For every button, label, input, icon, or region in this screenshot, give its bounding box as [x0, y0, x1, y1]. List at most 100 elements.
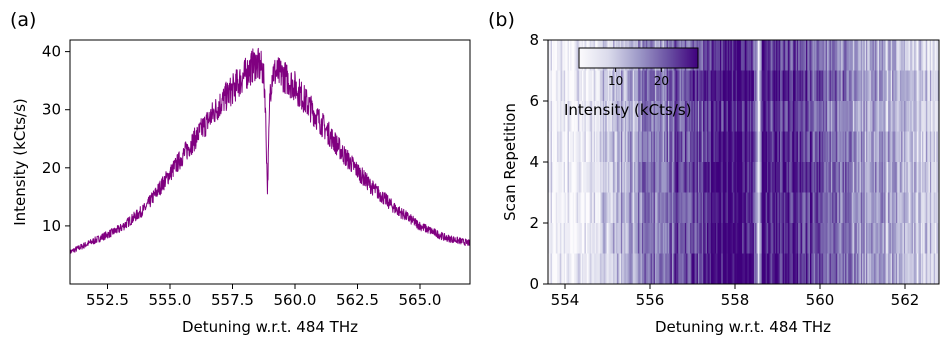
heatmap-cell — [553, 192, 556, 224]
heatmap-cell — [777, 101, 780, 133]
heatmap-cell — [591, 223, 593, 255]
heatmap-cell — [620, 192, 623, 224]
heatmap-cell — [687, 223, 690, 255]
heatmap-cell — [918, 101, 921, 133]
heatmap-cell — [602, 70, 605, 102]
heatmap-cell — [925, 131, 928, 163]
heatmap-cell — [790, 253, 793, 284]
heatmap-cell — [700, 70, 703, 102]
heatmap-cell — [721, 223, 724, 255]
heatmap-cell — [555, 162, 558, 194]
heatmap-cell — [778, 101, 781, 133]
heatmap-cell — [834, 253, 837, 284]
heatmap-cell — [688, 253, 691, 284]
heatmap-cell — [786, 223, 789, 255]
heatmap-cell — [717, 223, 720, 255]
heatmap-cell — [580, 101, 583, 133]
heatmap-cell — [581, 192, 584, 224]
heatmap-cell — [615, 253, 618, 284]
heatmap-cell — [764, 131, 767, 163]
heatmap-cell — [779, 40, 782, 72]
heatmap-cell — [583, 101, 586, 133]
heatmap-cell — [935, 192, 937, 224]
heatmap-cell — [829, 101, 832, 133]
heatmap-cell — [750, 192, 752, 224]
heatmap-cell — [609, 101, 612, 133]
heatmap-cell — [683, 70, 686, 102]
heatmap-cell — [658, 192, 661, 224]
heatmap-cell — [571, 162, 574, 194]
heatmap-cell — [761, 40, 764, 72]
heatmap-cell — [572, 40, 575, 72]
heatmap-cell — [696, 70, 699, 102]
heatmap-cell — [626, 223, 629, 255]
heatmap-cell — [760, 131, 763, 163]
heatmap-cell — [623, 253, 626, 284]
heatmap-cell — [871, 192, 874, 224]
heatmap-cell — [832, 253, 835, 284]
heatmap-cell — [931, 223, 934, 255]
heatmap-cell — [782, 162, 785, 194]
heatmap-cell — [553, 131, 556, 163]
heatmap-cell — [562, 192, 565, 224]
heatmap-cell — [553, 253, 556, 284]
heatmap-cell — [879, 223, 881, 255]
heatmap-cell — [867, 253, 870, 284]
heatmap-cell — [610, 101, 613, 133]
heatmap-cell — [567, 131, 570, 163]
heatmap-cell — [549, 192, 552, 224]
heatmap-cell — [670, 162, 673, 194]
heatmap-cell — [704, 40, 707, 72]
heatmap-cell — [682, 70, 685, 102]
heatmap-cell — [813, 101, 816, 133]
heatmap-cell — [924, 101, 927, 133]
heatmap-cell — [690, 223, 692, 255]
heatmap-cell — [765, 162, 768, 194]
heatmap-cell — [606, 192, 609, 224]
heatmap-cell — [885, 253, 888, 284]
heatmap-cell — [733, 162, 735, 194]
heatmap-cell — [568, 192, 571, 224]
heatmap-cell — [664, 101, 666, 133]
heatmap-cell — [695, 101, 698, 133]
heatmap-cell — [660, 192, 662, 224]
heatmap-cell — [677, 131, 679, 163]
heatmap-cell — [716, 253, 719, 284]
heatmap-cell — [746, 253, 749, 284]
heatmap-cell — [574, 223, 576, 255]
heatmap-cell — [856, 192, 859, 224]
heatmap-cell — [817, 223, 820, 255]
plot-frame-a — [69, 39, 471, 285]
heatmap-cell — [825, 162, 828, 194]
heatmap-cell — [816, 253, 819, 284]
heatmap-cell — [868, 40, 871, 72]
heatmap-cell — [671, 70, 674, 102]
heatmap-cell — [937, 70, 939, 102]
heatmap-cell — [789, 70, 792, 102]
heatmap-cell — [779, 162, 782, 194]
heatmap-cell — [705, 131, 708, 163]
heatmap-cell — [678, 70, 681, 102]
heatmap-cell — [924, 131, 927, 163]
heatmap-cell — [697, 70, 700, 102]
heatmap-cell — [924, 253, 927, 284]
heatmap-cell — [852, 101, 855, 133]
heatmap-cell — [585, 131, 588, 163]
heatmap-cell — [783, 223, 786, 255]
heatmap-cell — [850, 101, 853, 133]
heatmap-cell — [879, 70, 881, 102]
x-axis-label-a: Detuning w.r.t. 484 THz — [182, 318, 358, 336]
heatmap-cell — [910, 101, 913, 133]
heatmap-cell — [884, 253, 887, 284]
heatmap-cell — [674, 253, 677, 284]
heatmap-cell — [662, 70, 665, 102]
heatmap-cell — [548, 70, 550, 102]
heatmap-cell — [634, 162, 636, 194]
heatmap-cell — [868, 223, 871, 255]
heatmap-cell — [692, 162, 695, 194]
heatmap-cell — [817, 192, 820, 224]
heatmap-cell — [766, 162, 769, 194]
heatmap-cell — [871, 223, 874, 255]
heatmap-cell — [596, 70, 599, 102]
heatmap-cell — [721, 101, 724, 133]
